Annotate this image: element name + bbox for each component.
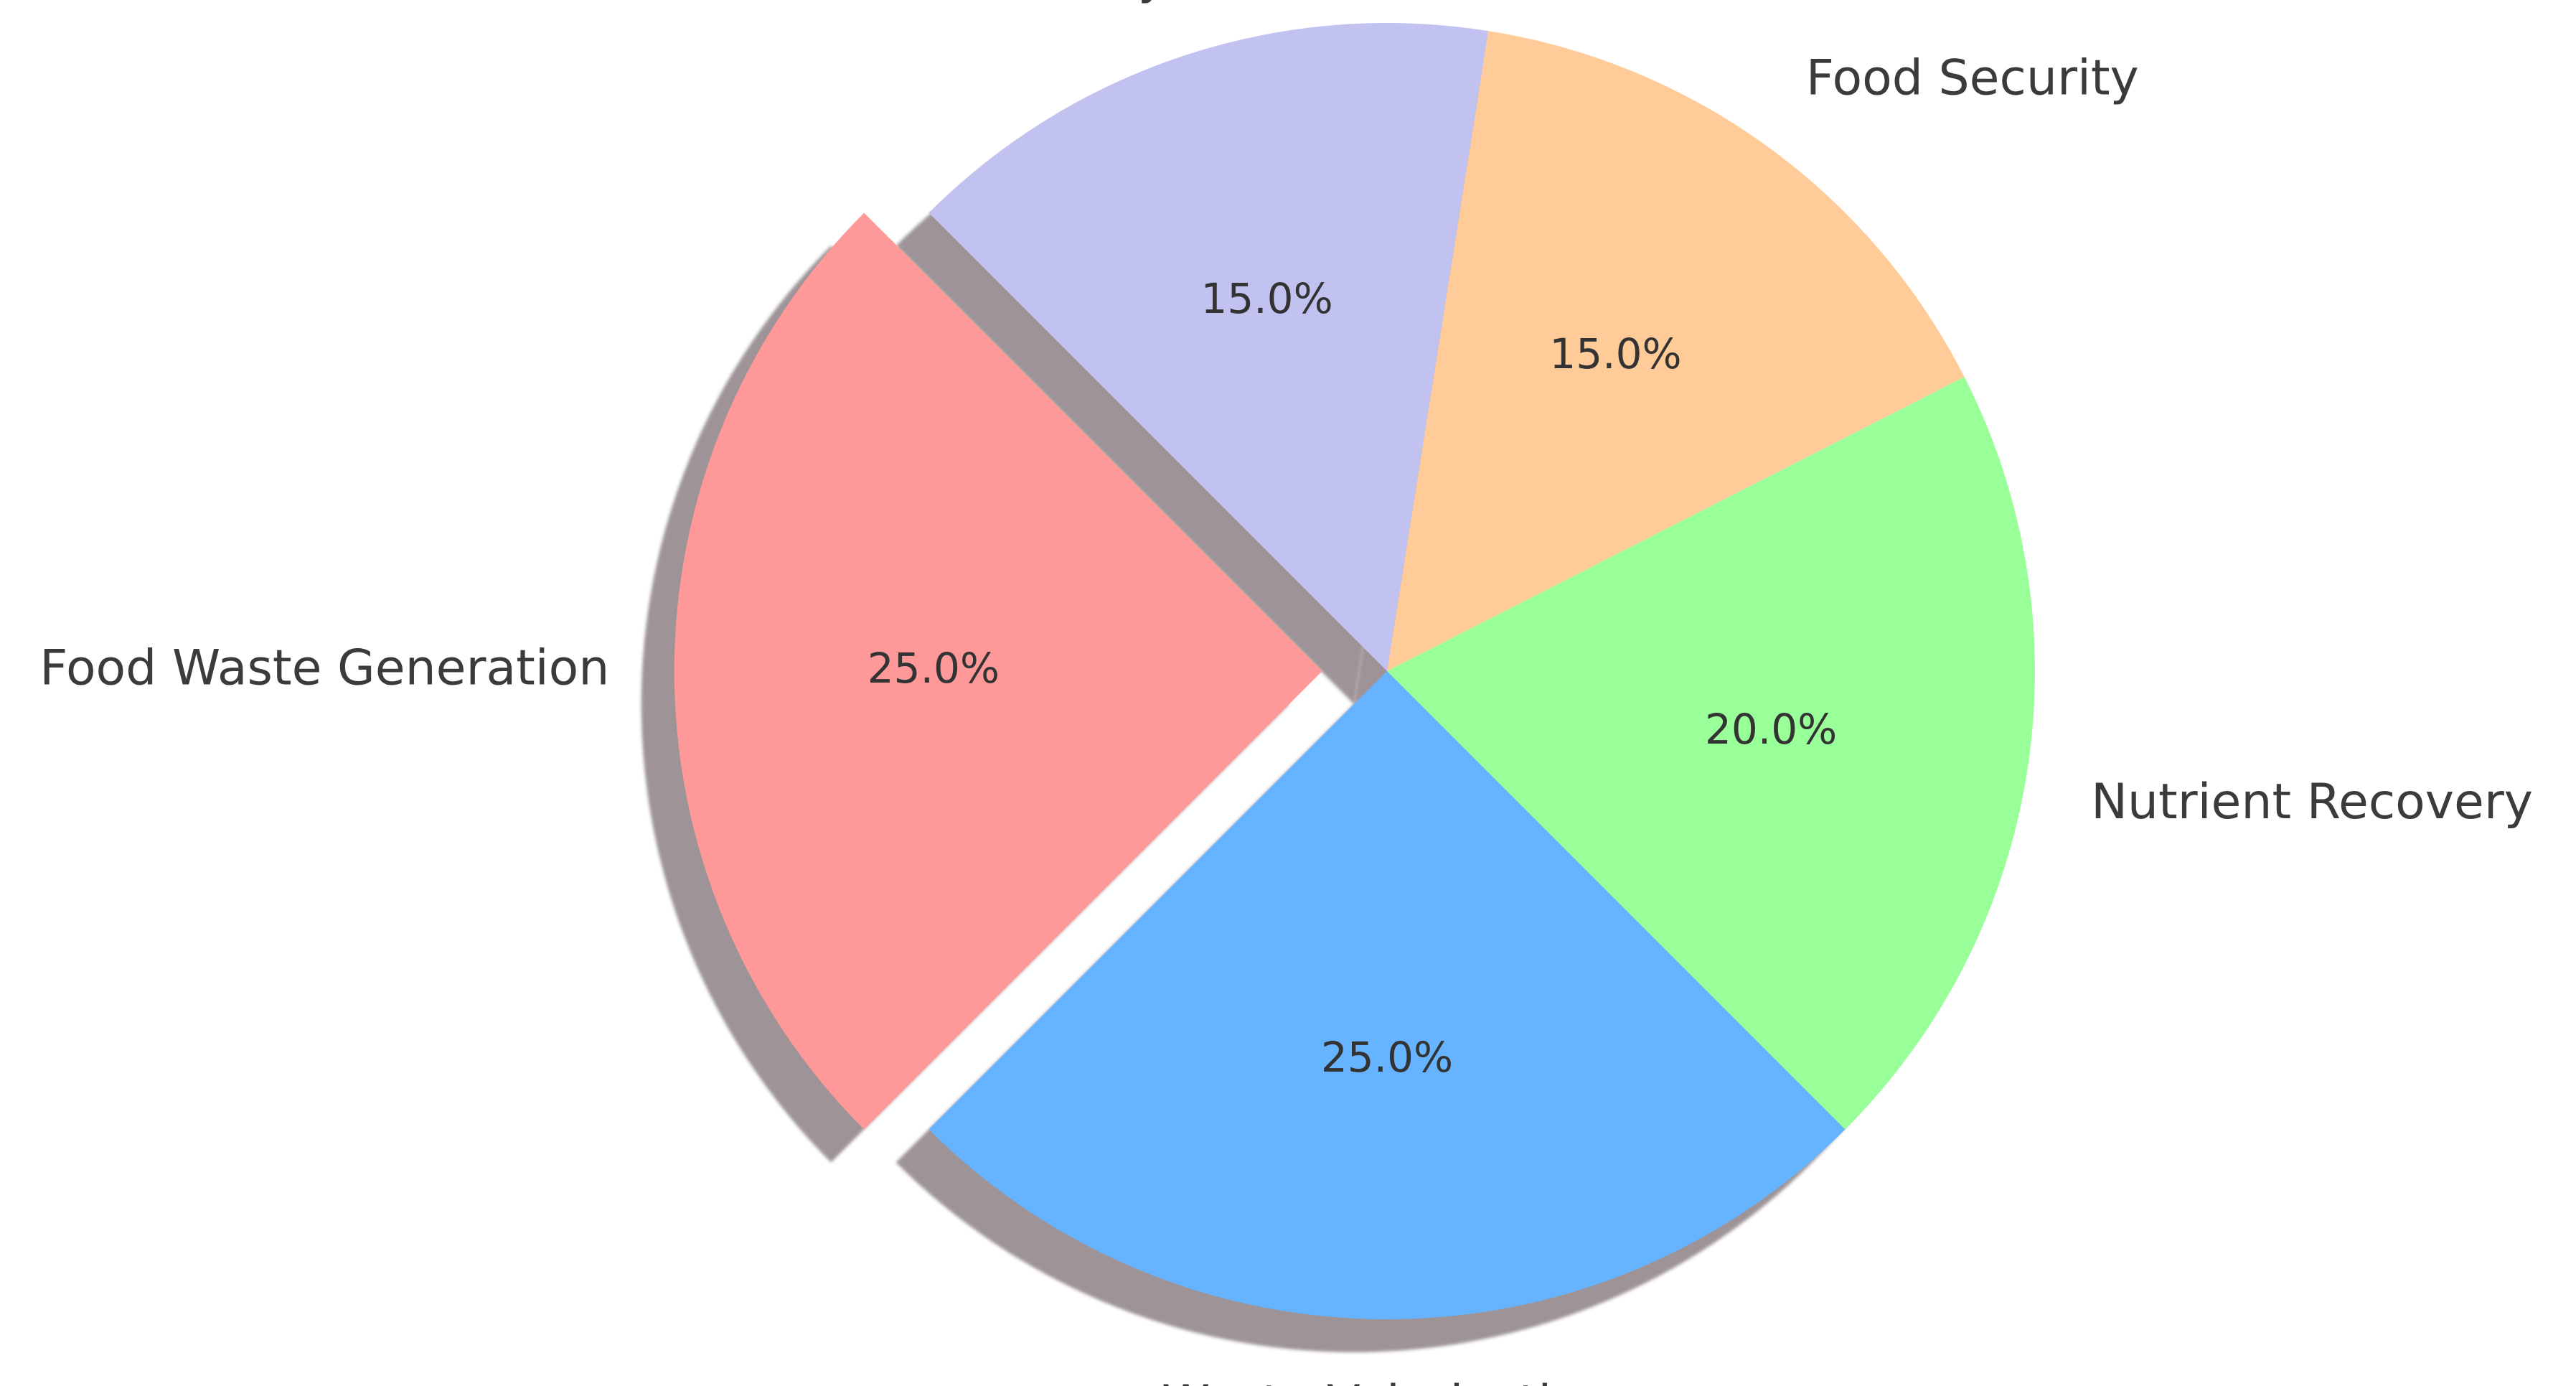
pct-nutrient-recovery: 20.0% bbox=[1705, 705, 1837, 754]
pct-waste-valorization: 25.0% bbox=[1321, 1033, 1453, 1082]
label-food-waste-generation: Food Waste Generation bbox=[39, 640, 609, 697]
slice-waste-valorization bbox=[929, 671, 1846, 1320]
pct-food-waste-generation: 25.0% bbox=[868, 644, 1000, 693]
label-food-security: Food Security bbox=[1806, 50, 2139, 106]
slice-nutrient-recovery bbox=[1387, 377, 2035, 1130]
label-nutrient-recovery: Nutrient Recovery bbox=[2091, 774, 2533, 830]
pct-sustainability: 15.0% bbox=[1200, 274, 1332, 323]
slice-food-waste-generation bbox=[674, 212, 1322, 1130]
slice-sustainability bbox=[929, 23, 1489, 672]
pie-wedges bbox=[674, 23, 2035, 1320]
label-waste-valorization: Waste Valorization bbox=[1162, 1375, 1612, 1386]
slice-food-security bbox=[1387, 31, 1965, 671]
label-sustainability: Sustainability bbox=[837, 0, 1167, 5]
pct-food-security: 15.0% bbox=[1549, 329, 1681, 378]
pie-labels: Food Waste Generation 25.0% Waste Valoriza… bbox=[39, 0, 2533, 1386]
